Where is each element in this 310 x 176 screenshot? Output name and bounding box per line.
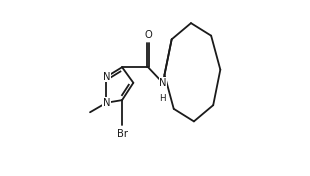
Text: N: N [103,98,110,108]
Text: O: O [144,30,152,40]
Text: N: N [159,78,166,88]
Text: Br: Br [117,129,128,139]
Text: H: H [159,94,166,103]
Text: N: N [103,72,110,82]
